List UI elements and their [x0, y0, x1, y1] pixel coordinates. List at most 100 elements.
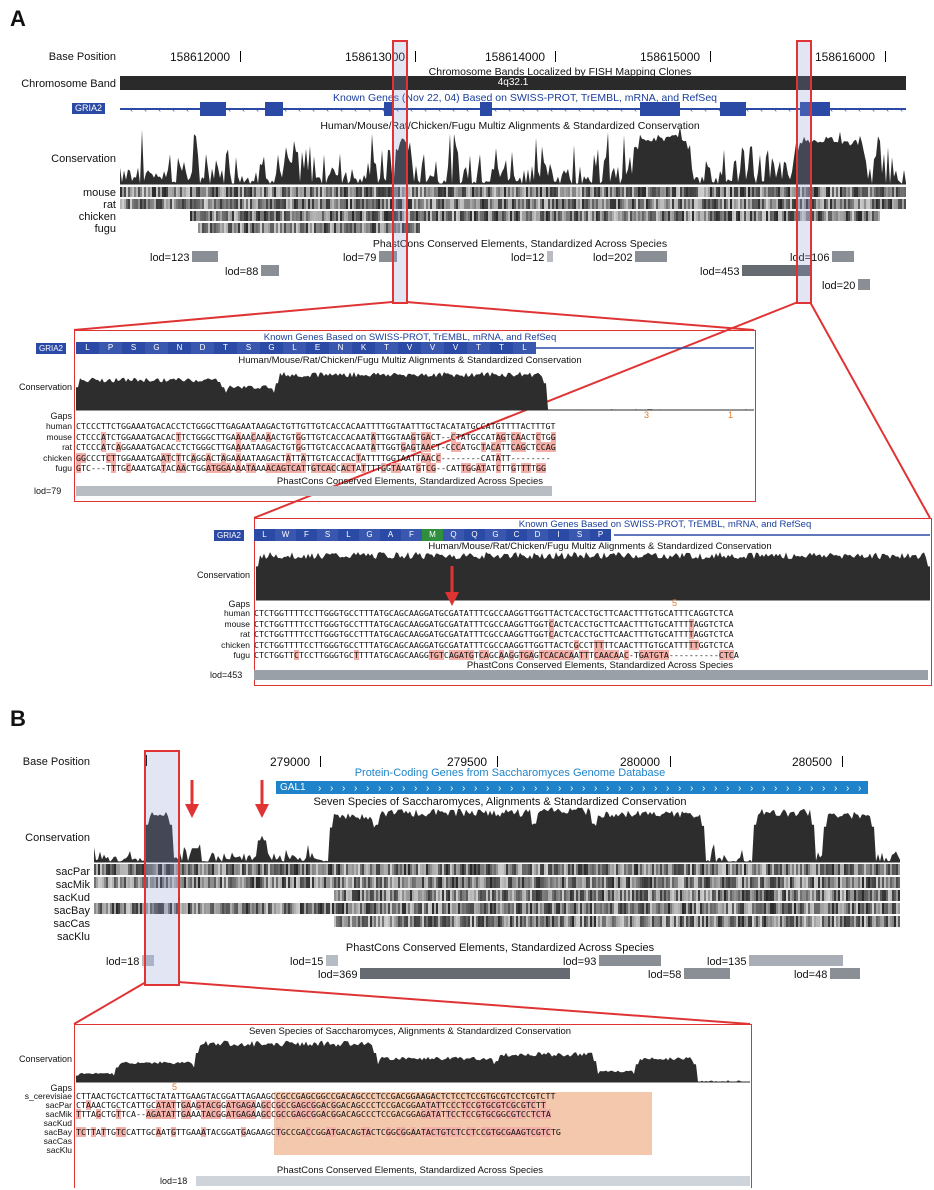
alignment-stripe — [590, 199, 592, 209]
alignment-stripe — [322, 877, 324, 888]
lod-element[interactable]: lod=106 — [790, 251, 855, 264]
alignment-stripe — [824, 890, 826, 901]
lod-element[interactable]: lod=88 — [225, 265, 280, 278]
lod-element[interactable]: lod=123 — [150, 251, 219, 264]
alignment-stripe — [162, 187, 164, 197]
alignment-stripe — [310, 877, 312, 888]
zoom1-gene-chip[interactable]: GRIA2 — [36, 343, 67, 354]
alignment-stripe — [228, 211, 230, 221]
alignment-stripe — [838, 916, 840, 927]
alignment-stripe — [572, 187, 574, 197]
zoom1-lod-bar[interactable] — [76, 486, 552, 496]
alignment-stripe — [538, 211, 540, 221]
alignment-stripe — [212, 903, 214, 914]
alignment-stripe — [826, 187, 828, 197]
alignment-stripe — [572, 903, 574, 914]
b-lod-element[interactable]: lod=18 — [106, 955, 155, 968]
alignment-stripe — [440, 864, 442, 875]
alignment-stripe — [758, 187, 760, 197]
alignment-stripe — [628, 916, 630, 927]
alignment-stripe — [448, 903, 450, 914]
alignment-stripe — [570, 199, 572, 209]
alignment-stripe — [456, 890, 458, 901]
lod-element[interactable]: lod=202 — [593, 251, 668, 264]
alignment-stripe — [862, 877, 864, 888]
alignment-stripe — [692, 199, 694, 209]
alignment-stripe — [224, 864, 226, 875]
alignment-stripe — [532, 211, 534, 221]
b-lod-element[interactable]: lod=15 — [290, 955, 339, 968]
alignment-stripe — [804, 890, 806, 901]
alignment-stripe — [748, 864, 750, 875]
alignment-stripe — [404, 877, 406, 888]
alignment-stripe — [684, 890, 686, 901]
alignment-stripe — [550, 187, 552, 197]
gene-label-chip[interactable]: GRIA2 — [72, 103, 106, 114]
alignment-stripe — [500, 890, 502, 901]
alignment-stripe — [342, 187, 344, 197]
alignment-stripe — [612, 211, 614, 221]
alignment-stripe — [328, 903, 330, 914]
b-lod-element[interactable]: lod=135 — [707, 955, 844, 968]
position-tick: 158612000 — [170, 50, 242, 64]
alignment-stripe — [872, 903, 874, 914]
alignment-stripe — [468, 890, 470, 901]
alignment-stripe — [746, 199, 748, 209]
alignment-stripe — [838, 199, 840, 209]
alignment-stripe — [500, 199, 502, 209]
b-highlight-region[interactable] — [144, 750, 180, 986]
strand-chevron: ‹ — [494, 104, 497, 114]
strand-chevron: ‹ — [172, 104, 175, 114]
alignment-stripe — [376, 903, 378, 914]
lod-element[interactable]: lod=20 — [822, 279, 871, 292]
alignment-stripe — [474, 877, 476, 888]
alignment-stripe — [342, 223, 344, 233]
alignment-stripe — [456, 211, 458, 221]
alignment-stripe — [566, 916, 568, 927]
zoom2-lod-bar[interactable] — [254, 670, 928, 680]
alignment-stripe — [862, 903, 864, 914]
alignment-stripe — [660, 890, 662, 901]
alignment-stripe — [144, 199, 146, 209]
alignment-stripe — [256, 877, 258, 888]
amino-acid-cell: L — [338, 529, 359, 541]
alignment-stripe — [222, 187, 224, 197]
lod-element[interactable]: lod=453 — [700, 265, 811, 278]
gene-model[interactable]: ‹ ‹ ‹ ‹ ‹ ‹ ‹ ‹ ‹ ‹ ‹ ‹ ‹ ‹ ‹ ‹ ‹ ‹ ‹ ‹ ‹ ‹ ‹ ‹ ‹ ‹ ‹ ‹ ‹ ‹ ‹ ‹ ‹ ‹ ‹ ‹ ‹ ‹ ‹ ‹… — [120, 100, 906, 118]
alignment-stripe — [208, 187, 210, 197]
alignment-stripe — [732, 877, 734, 888]
zoom3-lod-bar[interactable] — [196, 1176, 750, 1186]
alignment-stripe — [444, 199, 446, 209]
alignment-stripe — [862, 864, 864, 875]
alignment-stripe — [640, 199, 642, 209]
alignment-stripe — [448, 890, 450, 901]
alignment-stripe — [350, 864, 352, 875]
b-gene-chip[interactable]: GAL1 — [276, 781, 310, 794]
lod-element[interactable]: lod=12 — [511, 251, 554, 264]
alignment-stripe — [318, 903, 320, 914]
b-gene-model[interactable]: › › › › › › › › › › › › › › › › › › › › › › › › › › › › › › › › › › › › › › › ›… — [310, 781, 868, 794]
b-lod-element[interactable]: lod=369 — [318, 968, 571, 981]
alignment-stripe — [512, 864, 514, 875]
alignment-stripe — [812, 199, 814, 209]
alignment-stripe — [366, 877, 368, 888]
highlight-region-2[interactable] — [796, 40, 812, 304]
alignment-stripe — [536, 199, 538, 209]
alignment-stripe — [856, 211, 858, 221]
lod-element[interactable]: lod=79 — [343, 251, 398, 264]
b-lod-element[interactable]: lod=93 — [563, 955, 662, 968]
zoom2-gene-chip[interactable]: GRIA2 — [214, 530, 245, 541]
alignment-stripe — [326, 199, 328, 209]
b-lod-element[interactable]: lod=48 — [794, 968, 861, 981]
zoom1-multiz-title: Human/Mouse/Rat/Chicken/Fugu Multiz Alig… — [238, 355, 582, 366]
alignment-stripe — [286, 877, 288, 888]
alignment-stripe — [538, 877, 540, 888]
alignment-stripe — [266, 187, 268, 197]
b-lod-element[interactable]: lod=58 — [648, 968, 731, 981]
alignment-stripe — [470, 864, 472, 875]
alignment-stripe — [218, 211, 220, 221]
alignment-stripe — [338, 211, 340, 221]
highlight-region-1[interactable] — [392, 40, 408, 304]
alignment-stripe — [514, 890, 516, 901]
alignment-stripe — [860, 199, 862, 209]
